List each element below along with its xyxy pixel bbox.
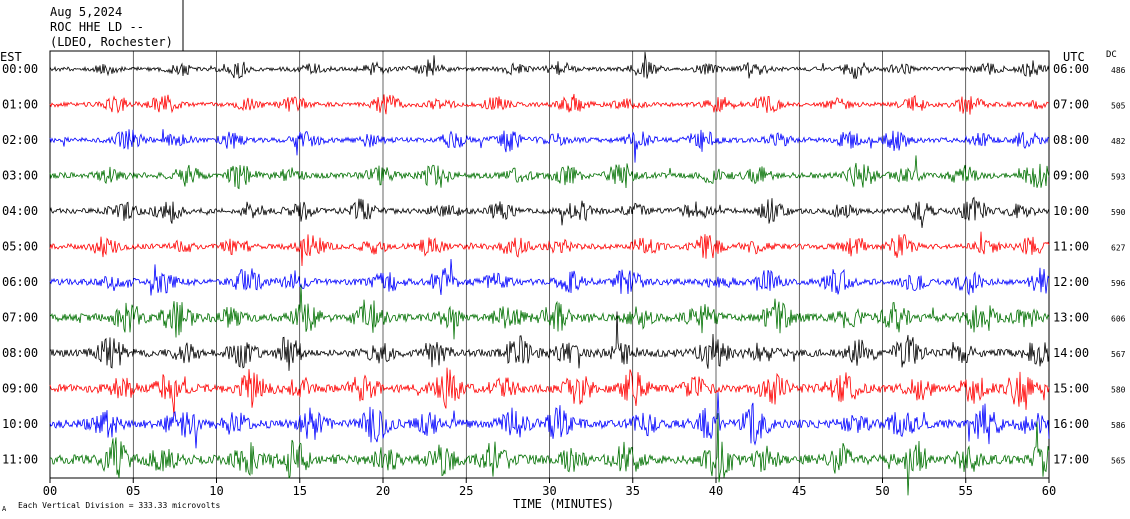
trace-line [49,93,1050,115]
right-time-label: 07:00 [1053,98,1089,112]
left-time-label: 04:00 [2,204,38,218]
left-time-label: 06:00 [2,275,38,289]
trace-line [49,196,1050,228]
dc-value: 486 [1111,66,1126,75]
vertical-division-footnote: Each Vertical Division = 333.33 microvol… [18,501,220,510]
dc-value: 586 [1111,421,1126,430]
dc-value: 482 [1111,137,1126,146]
left-time-label: 00:00 [2,62,38,76]
x-tick-label: 25 [459,484,473,498]
header-network: (LDEO, Rochester) [50,35,173,49]
left-time-label: 01:00 [2,98,38,112]
trace-line [49,311,1050,371]
x-tick-label: 20 [376,484,390,498]
left-time-label: 02:00 [2,133,38,147]
x-axis-ticks: 00 05 10 15 20 25 30 35 40 45 50 55 60 [43,478,1056,498]
dc-header-label: DC [1106,50,1117,60]
left-timezone-label: EST [0,50,22,64]
right-time-label: 11:00 [1053,240,1089,254]
left-time-label: 11:00 [2,453,38,467]
dc-value: 565 [1111,457,1126,466]
trace-line [49,367,1050,417]
x-axis-label: TIME (MINUTES) [513,497,614,511]
right-time-label: 15:00 [1053,382,1089,396]
header-date: Aug 5,2024 [50,5,122,19]
x-tick-label: 55 [959,484,973,498]
dc-value: 567 [1111,350,1126,359]
x-tick-label: 10 [209,484,223,498]
trace-line [49,129,1050,163]
left-time-label: 08:00 [2,346,38,360]
trace-line [49,413,1050,496]
dc-value: 580 [1111,386,1126,395]
right-time-label: 08:00 [1053,133,1089,147]
x-tick-label: 45 [792,484,806,498]
trace-line [49,231,1050,267]
header-station: ROC HHE LD -- [50,20,144,34]
trace-line [49,51,1050,80]
right-time-label: 12:00 [1053,275,1089,289]
right-time-label: 14:00 [1053,346,1089,360]
x-tick-label: 35 [626,484,640,498]
right-time-label: 10:00 [1053,204,1089,218]
trace-line [49,258,1050,296]
x-tick-label: 50 [875,484,889,498]
row-labels: 00:00 06:00 486 01:00 07:00 505 02:00 08:00 482 0… [2,62,1126,467]
trace-line [49,392,1050,449]
x-tick-label: 15 [293,484,307,498]
x-tick-label: 30 [542,484,556,498]
trace-line [49,155,1050,190]
left-time-label: 05:00 [2,240,38,254]
seismic-traces [49,51,1050,496]
footnote-mark: A [2,505,7,513]
dc-value: 590 [1111,208,1126,217]
dc-value: 593 [1111,173,1126,182]
dc-value: 627 [1111,244,1126,253]
right-time-label: 06:00 [1053,62,1089,76]
left-time-label: 07:00 [2,311,38,325]
dc-value: 505 [1111,102,1126,111]
right-time-label: 09:00 [1053,169,1089,183]
left-time-label: 10:00 [2,417,38,431]
trace-line [49,284,1050,340]
right-time-label: 17:00 [1053,453,1089,467]
minute-grid [132,51,967,478]
right-time-label: 16:00 [1053,417,1089,431]
left-time-label: 03:00 [2,169,38,183]
left-time-label: 09:00 [2,382,38,396]
dc-value: 606 [1111,315,1126,324]
x-tick-label: 60 [1042,484,1056,498]
right-timezone-label: UTC [1063,50,1085,64]
x-tick-label: 05 [126,484,140,498]
right-time-label: 13:00 [1053,311,1089,325]
x-tick-label: 40 [709,484,723,498]
x-tick-label: 00 [43,484,57,498]
dc-value: 596 [1111,279,1126,288]
